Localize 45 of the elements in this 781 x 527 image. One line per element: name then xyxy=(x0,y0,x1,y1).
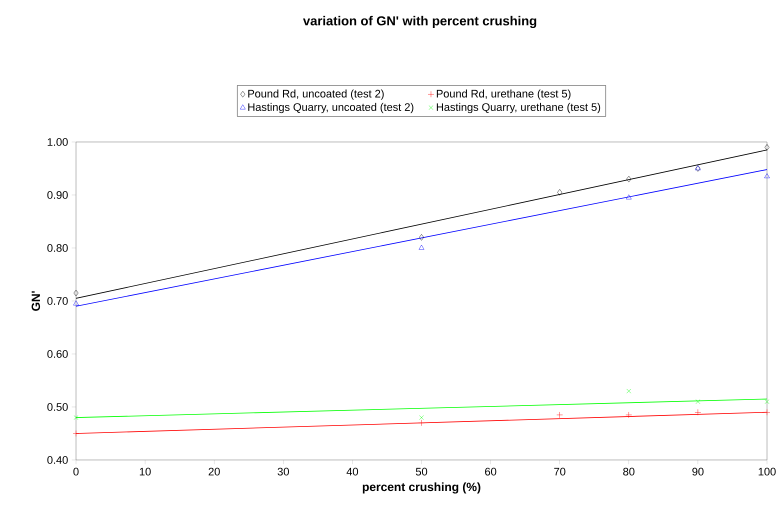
y-tick-label: 1.00 xyxy=(48,138,68,146)
point xyxy=(419,415,424,420)
point xyxy=(764,144,770,150)
point xyxy=(626,388,632,394)
x-axis-title: percent crushing (%) xyxy=(362,482,480,494)
point xyxy=(626,176,632,182)
point xyxy=(419,234,424,241)
y-tick-label: 0.70 xyxy=(47,297,68,305)
y-tick-label: 0.80 xyxy=(47,244,68,252)
point xyxy=(73,300,79,306)
point xyxy=(556,412,563,418)
x-tick-label: 10 xyxy=(140,468,151,476)
point xyxy=(74,415,78,420)
point xyxy=(557,189,562,196)
point xyxy=(74,290,78,296)
legend-label: Pound Rd, uncoated (test 2) xyxy=(248,90,384,100)
y-tick-label: 0.40 xyxy=(47,456,68,464)
y-tick-label: 0.90 xyxy=(47,191,68,199)
legend-label: Hastings Quarry, uncoated (test 2) xyxy=(248,102,414,114)
x-tick-label: 100 xyxy=(758,468,776,476)
y-axis-title: GN' xyxy=(32,291,40,311)
y-tick-label: 0.60 xyxy=(47,350,68,358)
point xyxy=(626,194,632,200)
point xyxy=(418,420,425,426)
point xyxy=(418,244,424,250)
x-tick-label: 20 xyxy=(208,468,220,476)
legend-label: Hastings Quarry, urethane (test 5) xyxy=(436,102,600,114)
chart-title: variation of GN' with percent crushing xyxy=(303,16,536,28)
x-tick-label: 0 xyxy=(73,468,79,476)
point xyxy=(764,399,770,404)
point xyxy=(626,412,632,418)
x-tick-label: 90 xyxy=(692,468,704,476)
x-tick-label: 30 xyxy=(278,468,289,476)
x-tick-label: 70 xyxy=(554,468,566,476)
x-tick-label: 40 xyxy=(346,468,358,476)
y-tick-label: 0.50 xyxy=(47,403,68,411)
point xyxy=(764,173,770,178)
legend-label: Pound Rd, urethane (test 5) xyxy=(436,90,571,100)
point xyxy=(696,399,700,404)
x-tick-label: 80 xyxy=(623,468,634,476)
point xyxy=(72,430,80,437)
point xyxy=(764,409,770,416)
x-tick-label: 50 xyxy=(416,468,428,476)
point xyxy=(694,409,702,416)
x-tick-label: 60 xyxy=(485,468,496,476)
